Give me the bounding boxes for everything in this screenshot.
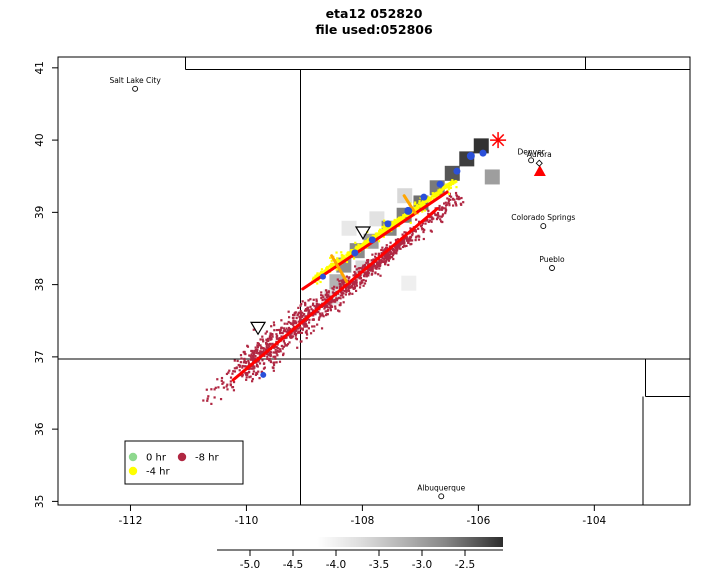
concentration-cells: [323, 138, 500, 305]
colorbar-tick-label: -3.5: [369, 559, 390, 571]
y-tick-label: 35: [34, 495, 46, 508]
city-label: Aurora: [527, 150, 552, 159]
y-tick-label: 38: [34, 278, 46, 291]
legend: 0 hr -4 hr -8 hr: [124, 440, 244, 485]
y-tick-label: 36: [34, 422, 46, 436]
legend-swatch: [177, 452, 187, 462]
hourly-position-point: [479, 149, 487, 157]
concentration-cell: [341, 220, 357, 236]
orange-segment: [402, 194, 417, 215]
open-triangle-down-icon: [249, 321, 267, 336]
title-block: eta12 052820 file used:052806: [58, 6, 690, 38]
x-tick-label: -104: [582, 515, 606, 527]
city-circle-icon: [438, 493, 445, 500]
legend-label: -4 hr: [146, 467, 170, 478]
mean-trajectory-line: [231, 207, 439, 382]
colorbar: -5.0 -4.5 -4.0 -3.5 -3.0 -2.5: [217, 537, 503, 571]
hourly-position-point: [319, 273, 326, 280]
city-circle-icon: [540, 223, 547, 230]
state-borders: [58, 57, 690, 505]
x-tick-label: -110: [235, 515, 259, 527]
city-diamond-icon: [535, 159, 543, 167]
hourly-position-point: [420, 193, 428, 201]
hourly-position-point: [453, 167, 461, 175]
site-triangle-icon: [533, 165, 546, 176]
colorbar-tick-label: -5.0: [240, 559, 261, 571]
concentration-cell: [401, 275, 417, 291]
y-tick-label: 41: [34, 61, 46, 74]
special-markers: [249, 132, 546, 336]
page-subtitle: file used:052806: [315, 22, 433, 37]
y-tick-label: 39: [34, 206, 46, 219]
y-tick-label: 40: [34, 133, 46, 146]
page-title: eta12 052820: [325, 6, 423, 21]
hourly-position-point: [260, 371, 267, 378]
release-asterisk-icon: [490, 132, 507, 149]
particle-cloud--8-hr-tail: [202, 359, 248, 405]
city-label: Denver: [517, 147, 545, 156]
hourly-position-point: [351, 249, 359, 257]
colorbar-tick-label: -2.5: [455, 559, 476, 571]
city-label: Albuquerque: [417, 483, 465, 492]
hourly-position-point: [436, 180, 444, 188]
city-circle-icon: [528, 157, 535, 164]
concentration-cell: [473, 138, 489, 154]
hourly-position-point: [368, 236, 376, 244]
city-circle-icon: [132, 85, 139, 92]
colorbar-tick-label: -4.0: [326, 559, 347, 571]
legend-swatch: [128, 452, 138, 462]
legend-label: -8 hr: [195, 453, 219, 464]
y-tick-label: 37: [34, 350, 46, 363]
legend-label: 0 hr: [146, 453, 167, 464]
hourly-position-point: [404, 206, 413, 215]
colorbar-tick-label: -4.5: [283, 559, 304, 571]
hourly-position-point: [466, 151, 475, 160]
concentration-cell: [484, 169, 500, 185]
colorbar-gradient: [217, 537, 503, 547]
hourly-position-points: [260, 149, 487, 378]
city-label: Colorado Springs: [511, 213, 575, 222]
legend-box: [124, 440, 244, 485]
colorbar-tick-label: -3.0: [412, 559, 433, 571]
concentration-cell: [369, 211, 385, 227]
particle-cloud--8-hr-main: [236, 233, 413, 383]
open-triangle-down-icon: [354, 226, 372, 241]
orange-segment: [330, 254, 349, 284]
city-label: Pueblo: [539, 255, 565, 264]
city-label: Salt Lake City: [109, 76, 161, 85]
plot-border: [57, 56, 691, 506]
x-tick-label: -108: [350, 515, 374, 527]
x-tick-label: -106: [466, 515, 490, 527]
legend-swatch: [128, 466, 138, 476]
x-tick-label: -112: [119, 515, 143, 527]
hourly-position-point: [384, 220, 392, 228]
city-circle-icon: [549, 265, 555, 271]
axes: -112 -110 -108 -106 -104 35 36 37 38 39 40 41: [34, 61, 607, 527]
